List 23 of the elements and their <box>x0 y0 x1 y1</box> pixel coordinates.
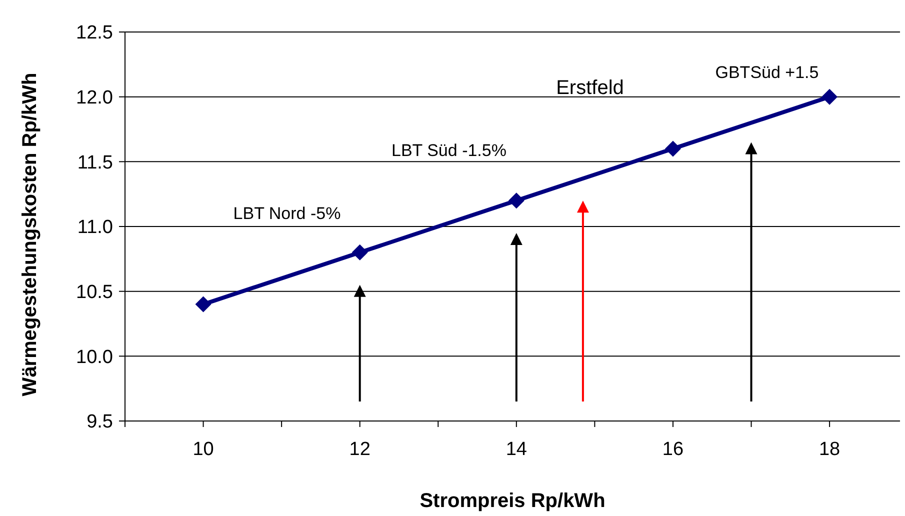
y-tick-label: 11.0 <box>77 217 113 238</box>
point <box>352 244 368 260</box>
x-tick-label: 18 <box>818 439 840 460</box>
x-axis-title: Strompreis Rp/kWh <box>420 490 606 512</box>
x-tick-label: 16 <box>662 439 684 460</box>
y-tick-label: 11.5 <box>77 152 113 174</box>
y-tick-label: 9.5 <box>86 412 113 433</box>
annotation: GBTSüd +1.5 <box>715 62 819 82</box>
y-tick-label: 10.0 <box>76 346 113 368</box>
x-tick-label: 14 <box>506 439 528 460</box>
point <box>195 296 212 312</box>
annotation: LBT Nord -5% <box>233 204 341 223</box>
y-tick-label: 10.5 <box>76 282 113 303</box>
y-tick-label: 12.0 <box>76 87 113 108</box>
annotation: Erstfeld <box>556 77 624 99</box>
y-axis-title: Wärmegestehungskosten Rp/kWh <box>19 72 41 396</box>
point <box>822 88 838 105</box>
point <box>508 192 524 209</box>
annotation: LBT Süd -1.5% <box>392 140 506 160</box>
point <box>664 140 681 157</box>
x-tick-label: 10 <box>192 439 214 460</box>
y-tick-label: 12.5 <box>76 22 113 44</box>
x-tick-label: 12 <box>349 439 370 460</box>
